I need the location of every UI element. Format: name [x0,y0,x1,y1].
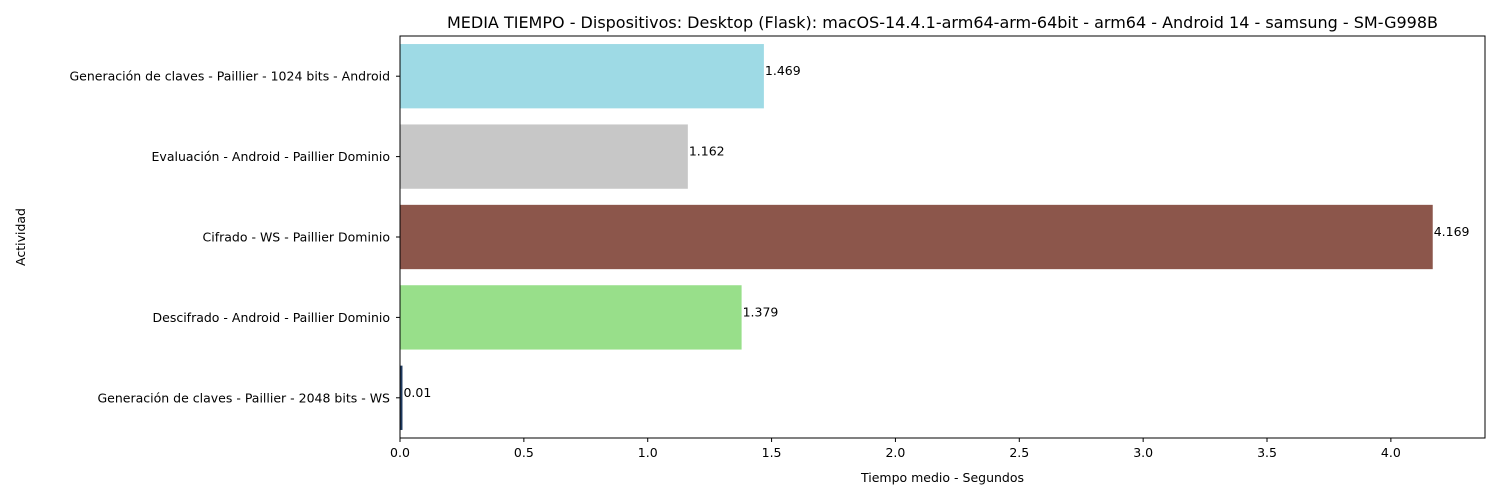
y-tick-label: Descifrado - Android - Paillier Dominio [153,310,391,325]
x-axis-label: Tiempo medio - Segundos [860,470,1024,485]
x-ticks-layer: 0.0 0.5 1.0 1.5 2.0 2.5 3.0 3.5 4.0 [390,438,1401,460]
y-tick-label: Generación de claves - Paillier - 2048 b… [97,390,390,405]
bar-value-label: 1.469 [765,63,801,78]
x-tick-label: 4.0 [1381,445,1401,460]
y-axis-label: Actividad [13,208,28,266]
y-tick-label: Cifrado - WS - Paillier Dominio [203,230,391,245]
bar [400,285,742,350]
plot-frame [399,35,1486,439]
bars-layer [400,44,1433,430]
x-tick-label: 3.0 [1133,445,1153,460]
x-tick-label: 1.0 [638,445,658,460]
x-tick-label: 2.0 [885,445,905,460]
bar-value-label: 1.162 [689,144,725,159]
x-tick-label: 0.0 [390,445,410,460]
y-ticks-layer: Generación de claves - Paillier - 1024 b… [69,69,400,405]
x-tick-label: 2.5 [1009,445,1029,460]
chart-title: MEDIA TIEMPO - Dispositivos: Desktop (Fl… [447,13,1438,32]
x-tick-label: 0.5 [514,445,534,460]
y-tick-label: Evaluación - Android - Paillier Dominio [152,149,390,164]
value-labels-layer: 1.469 1.162 4.169 1.379 0.01 [403,63,1469,400]
bar-value-label: 1.379 [743,304,779,319]
bar [400,204,1433,270]
bar [400,124,688,189]
bar [400,44,764,109]
x-tick-label: 3.5 [1257,445,1277,460]
bar [400,365,403,430]
y-tick-label: Generación de claves - Paillier - 1024 b… [69,69,390,84]
bar-value-label: 4.169 [1434,224,1470,239]
bar-value-label: 0.01 [403,385,431,400]
x-tick-label: 1.5 [762,445,782,460]
